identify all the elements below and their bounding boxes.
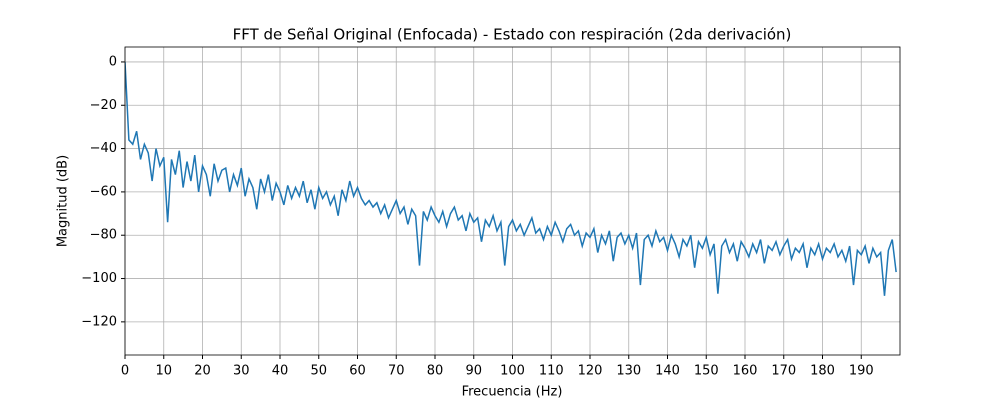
x-tick-label: 80 [427, 364, 444, 379]
x-tick-label: 30 [233, 364, 250, 379]
x-tick-label: 50 [310, 364, 327, 379]
data-line [125, 61, 897, 296]
y-tick-label: −60 [90, 184, 117, 199]
x-tick-label: 40 [272, 364, 289, 379]
x-tick-label: 140 [655, 364, 680, 379]
x-tick-label: 120 [578, 364, 603, 379]
chart-title: FFT de Señal Original (Enfocada) - Estad… [233, 26, 792, 44]
y-tick-label: −100 [81, 271, 117, 286]
y-tick-label: −20 [90, 98, 117, 113]
x-tick-label: 130 [616, 364, 641, 379]
plot-frame [124, 46, 901, 356]
x-tick-label: 90 [465, 364, 482, 379]
x-axis-label: Frecuencia (Hz) [462, 385, 563, 400]
x-tick-label: 180 [810, 364, 835, 379]
y-tick-label: 0 [109, 54, 117, 69]
y-tick-label: −120 [81, 314, 117, 329]
x-tick-label: 170 [771, 364, 796, 379]
x-tick-label: 10 [155, 364, 172, 379]
y-axis-label: Magnitud (dB) [56, 155, 71, 247]
x-tick-label: 60 [349, 364, 366, 379]
x-tick-label: 100 [500, 364, 525, 379]
x-tick-label: 160 [733, 364, 758, 379]
x-tick-label: 0 [121, 364, 129, 379]
y-tick-label: −40 [90, 141, 117, 156]
x-tick-label: 150 [694, 364, 719, 379]
x-tick-label: 110 [539, 364, 564, 379]
x-tick-label: 20 [194, 364, 211, 379]
y-tick-label: −80 [90, 228, 117, 243]
x-tick-label: 190 [849, 364, 874, 379]
x-tick-label: 70 [388, 364, 405, 379]
